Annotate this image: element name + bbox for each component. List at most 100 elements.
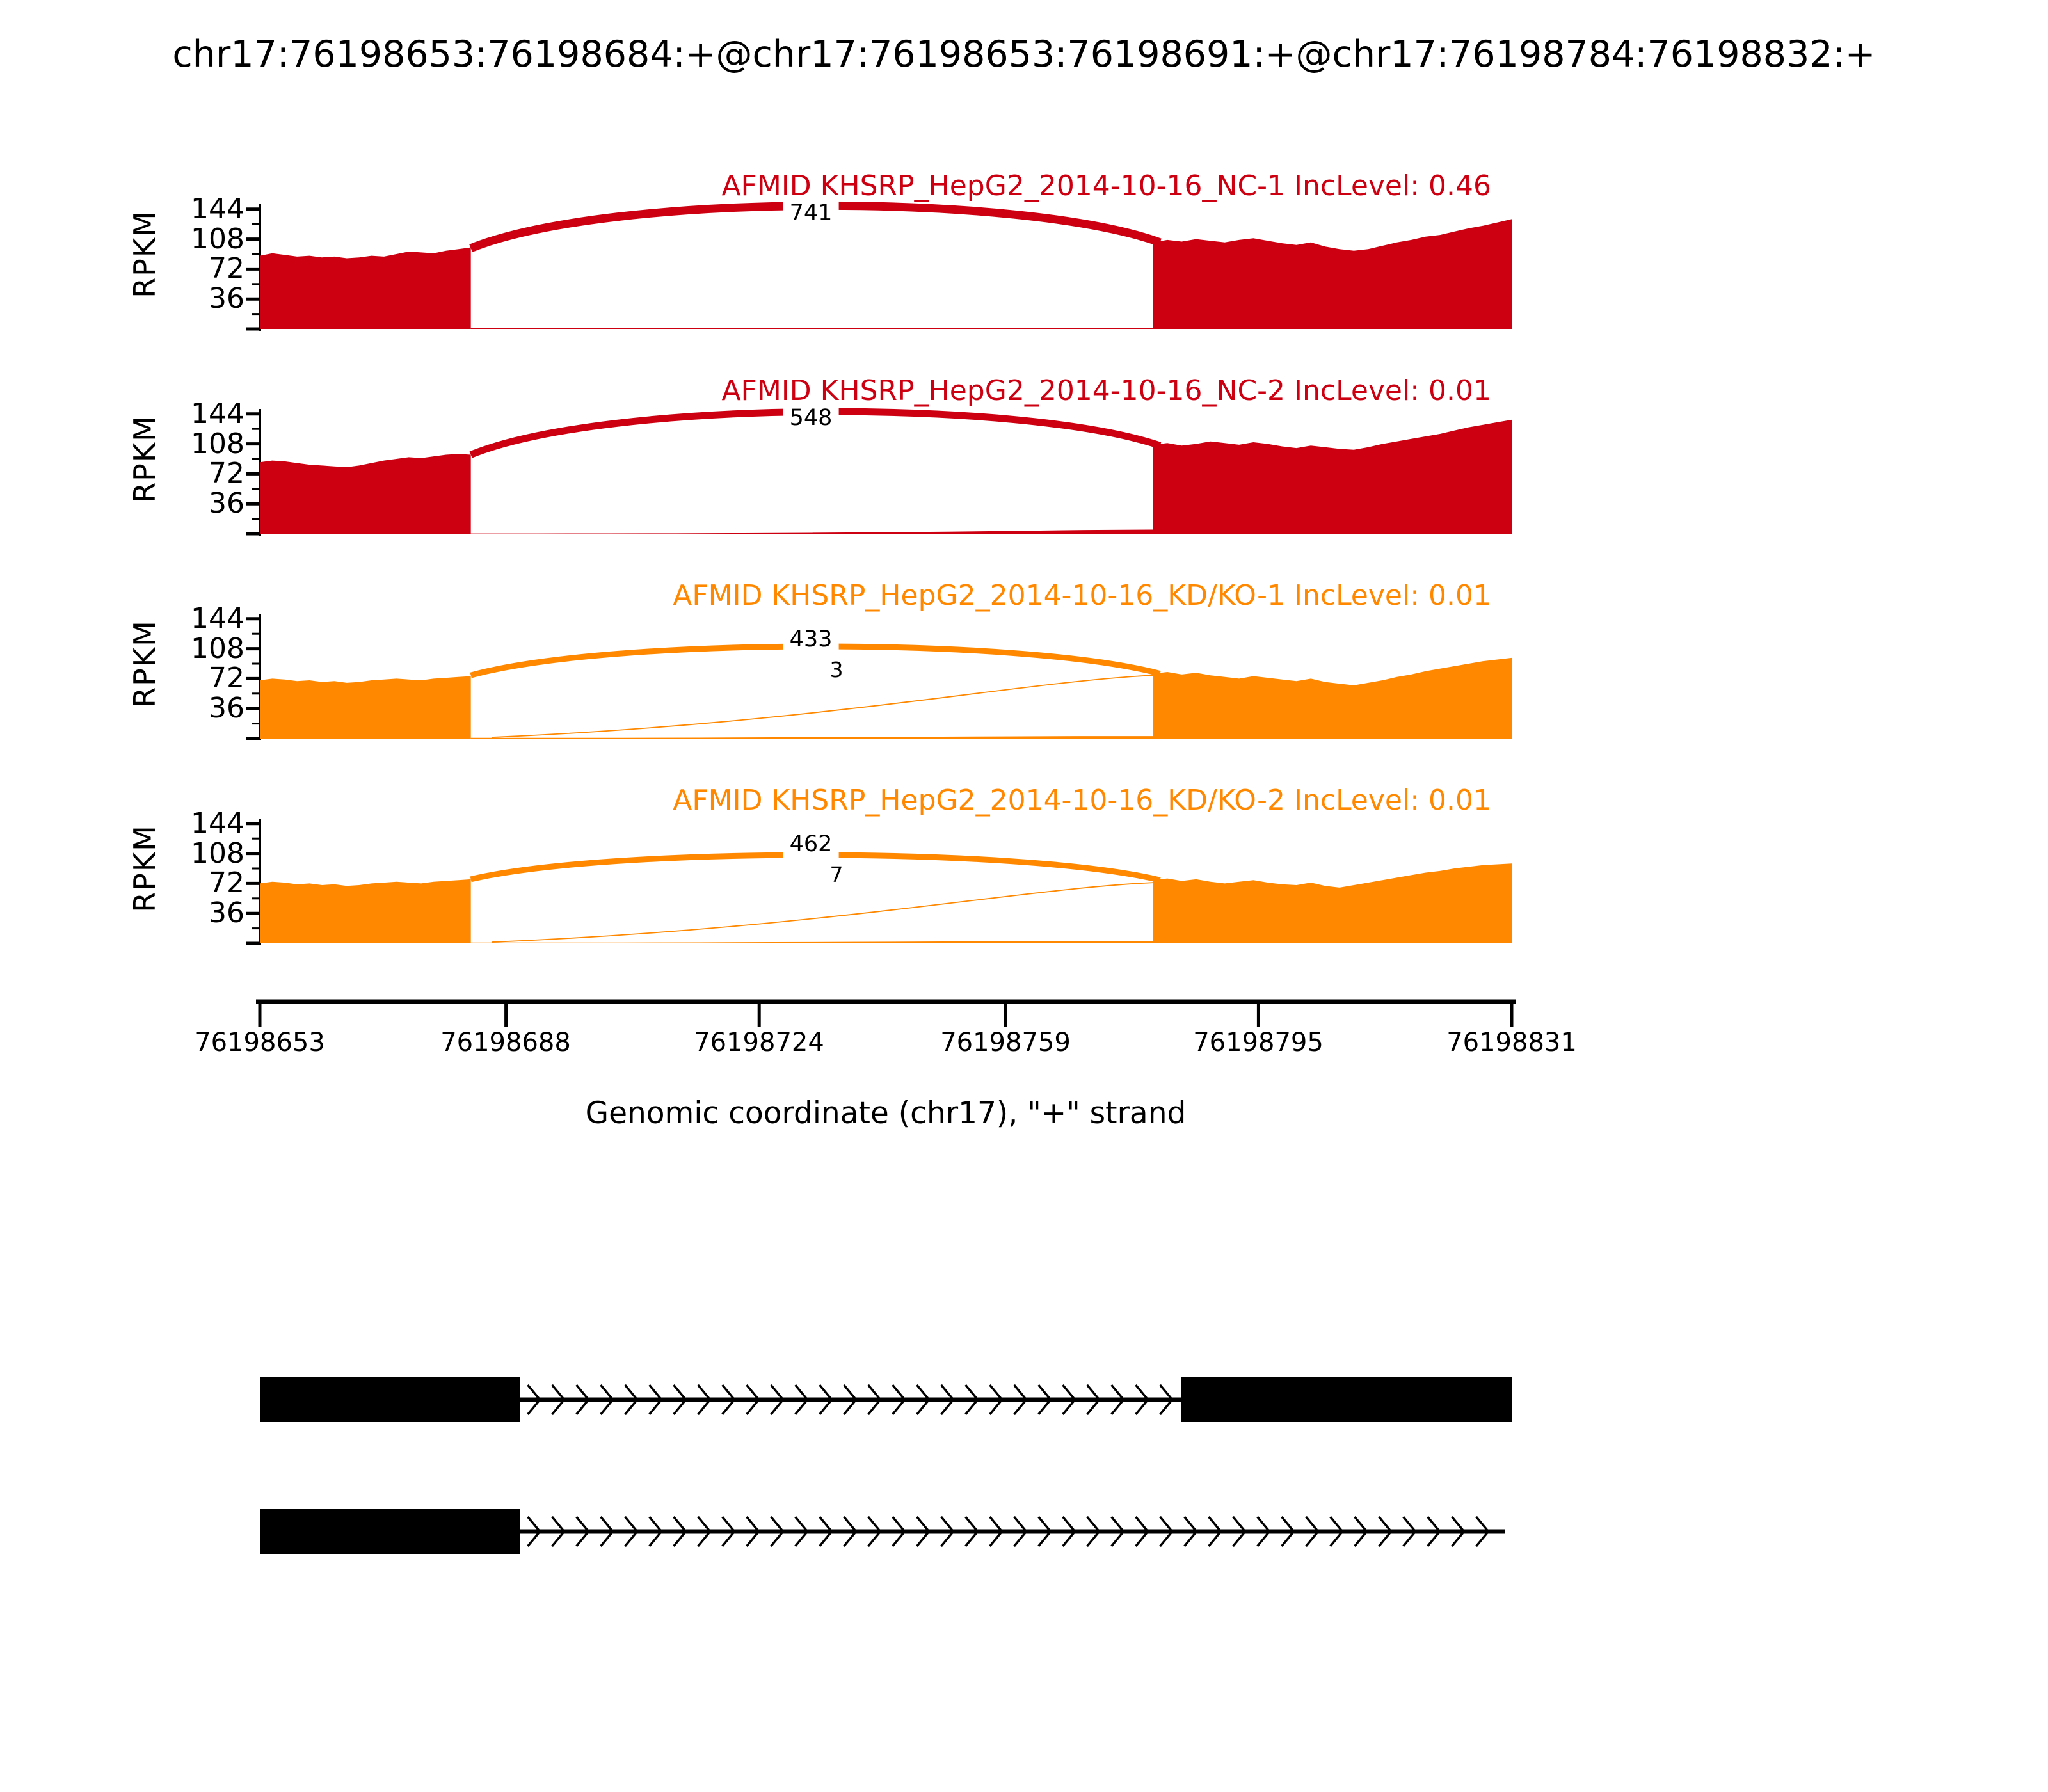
y-tick-label: 36 xyxy=(209,897,244,929)
exon-box xyxy=(260,1509,520,1554)
track-2-title: AFMID KHSRP_HepG2_2014-10-16_NC-2 IncLev… xyxy=(721,374,1491,407)
plot-title: chr17:76198653:76198684:+@chr17:76198653… xyxy=(172,33,1876,76)
exon-box xyxy=(1181,1377,1512,1422)
track-3-title: AFMID KHSRP_HepG2_2014-10-16_KD/KO-1 Inc… xyxy=(673,579,1491,612)
x-tick-label: 76198831 xyxy=(1446,1028,1577,1057)
strand-arrow-icon xyxy=(940,1516,955,1548)
x-tick-label: 76198759 xyxy=(940,1028,1071,1057)
strand-arrow-icon xyxy=(1159,1384,1174,1416)
y-axis-label: RPKM xyxy=(127,415,162,503)
x-axis-label: Genomic coordinate (chr17), "+" strand xyxy=(585,1096,1187,1131)
strand-arrow-icon xyxy=(1086,1384,1101,1416)
strand-arrow-icon xyxy=(1354,1516,1368,1548)
strand-arrow-icon xyxy=(867,1516,882,1548)
strand-arrow-icon xyxy=(1062,1384,1076,1416)
coverage-area xyxy=(1153,657,1512,739)
y-tick-label: 72 xyxy=(209,457,244,490)
strand-arrow-icon xyxy=(575,1384,590,1416)
strand-arrow-icon xyxy=(770,1384,785,1416)
strand-arrow-icon xyxy=(843,1384,858,1416)
strand-arrow-icon xyxy=(1475,1516,1490,1548)
strand-arrow-icon xyxy=(1062,1516,1076,1548)
strand-arrow-icon xyxy=(964,1516,979,1548)
y-tick-label: 144 xyxy=(191,397,244,430)
coverage-area xyxy=(1153,419,1512,534)
coverage-area xyxy=(260,879,471,943)
strand-arrow-icon xyxy=(989,1516,1004,1548)
y-tick-label: 36 xyxy=(209,487,244,520)
strand-arrow-icon xyxy=(867,1384,882,1416)
strand-arrow-icon xyxy=(794,1384,809,1416)
strand-arrow-icon xyxy=(624,1516,639,1548)
strand-arrow-icon xyxy=(746,1384,760,1416)
strand-arrow-icon xyxy=(1037,1516,1052,1548)
coverage-area xyxy=(1153,219,1512,329)
junction-count-label: 7 xyxy=(827,863,846,887)
y-tick-label: 144 xyxy=(191,602,244,635)
x-tick-label: 76198795 xyxy=(1193,1028,1324,1057)
coverage-area xyxy=(470,736,1153,739)
strand-arrow-icon xyxy=(770,1516,785,1548)
strand-arrow-icon xyxy=(1256,1516,1271,1548)
strand-arrow-icon xyxy=(575,1516,590,1548)
strand-arrow-icon xyxy=(527,1384,541,1416)
strand-arrow-icon xyxy=(964,1384,979,1416)
exon-box xyxy=(260,1377,520,1422)
junction-count-label: 741 xyxy=(783,201,839,225)
strand-arrow-icon xyxy=(1183,1516,1198,1548)
strand-arrow-icon xyxy=(697,1384,712,1416)
strand-arrow-icon xyxy=(892,1516,906,1548)
y-tick-label: 108 xyxy=(191,223,244,255)
strand-arrow-icon xyxy=(940,1384,955,1416)
y-tick-label: 108 xyxy=(191,837,244,870)
junction-count-label: 3 xyxy=(827,658,846,682)
y-tick-label: 144 xyxy=(191,807,244,840)
strand-arrow-icon xyxy=(551,1516,566,1548)
coverage-area xyxy=(470,328,1153,329)
y-axis-label: RPKM xyxy=(127,620,162,708)
strand-arrow-icon xyxy=(1037,1384,1052,1416)
strand-arrow-icon xyxy=(1451,1516,1466,1548)
strand-arrow-icon xyxy=(527,1516,541,1548)
junction-count-label: 433 xyxy=(783,627,839,660)
x-tick-label: 76198724 xyxy=(694,1028,824,1057)
strand-arrow-icon xyxy=(648,1384,663,1416)
strand-arrow-icon xyxy=(721,1384,736,1416)
strand-arrow-icon xyxy=(1402,1516,1417,1548)
strand-arrow-icon xyxy=(843,1516,858,1548)
x-tick-label: 76198653 xyxy=(195,1028,325,1057)
y-tick-label: 144 xyxy=(191,193,244,225)
strand-arrow-icon xyxy=(551,1384,566,1416)
strand-arrow-icon xyxy=(673,1516,687,1548)
strand-arrow-icon xyxy=(648,1516,663,1548)
strand-arrow-icon xyxy=(1110,1516,1125,1548)
y-tick-label: 72 xyxy=(209,867,244,899)
strand-arrow-icon xyxy=(916,1516,931,1548)
strand-arrow-icon xyxy=(989,1384,1004,1416)
strand-arrow-icon xyxy=(600,1384,614,1416)
strand-arrow-icon xyxy=(1135,1516,1149,1548)
strand-arrow-icon xyxy=(1232,1516,1247,1548)
y-tick-label: 108 xyxy=(191,632,244,665)
strand-arrow-icon xyxy=(624,1384,639,1416)
strand-arrow-icon xyxy=(819,1516,833,1548)
strand-arrow-icon xyxy=(1378,1516,1393,1548)
strand-arrow-icon xyxy=(1329,1516,1344,1548)
y-axis-label: RPKM xyxy=(127,824,162,913)
strand-arrow-icon xyxy=(746,1516,760,1548)
strand-arrow-icon xyxy=(1110,1384,1125,1416)
strand-arrow-icon xyxy=(697,1516,712,1548)
junction-count-label: 462 xyxy=(783,832,839,865)
coverage-area xyxy=(470,941,1153,943)
y-tick-label: 36 xyxy=(209,692,244,724)
junction-arc xyxy=(492,675,1153,738)
y-tick-label: 72 xyxy=(209,662,244,694)
y-tick-label: 36 xyxy=(209,282,244,315)
strand-arrow-icon xyxy=(916,1384,931,1416)
track-4-title: AFMID KHSRP_HepG2_2014-10-16_KD/KO-2 Inc… xyxy=(673,784,1491,817)
coverage-area xyxy=(260,454,471,534)
y-tick-label: 108 xyxy=(191,428,244,460)
strand-arrow-icon xyxy=(1135,1384,1149,1416)
coverage-area xyxy=(260,676,471,739)
